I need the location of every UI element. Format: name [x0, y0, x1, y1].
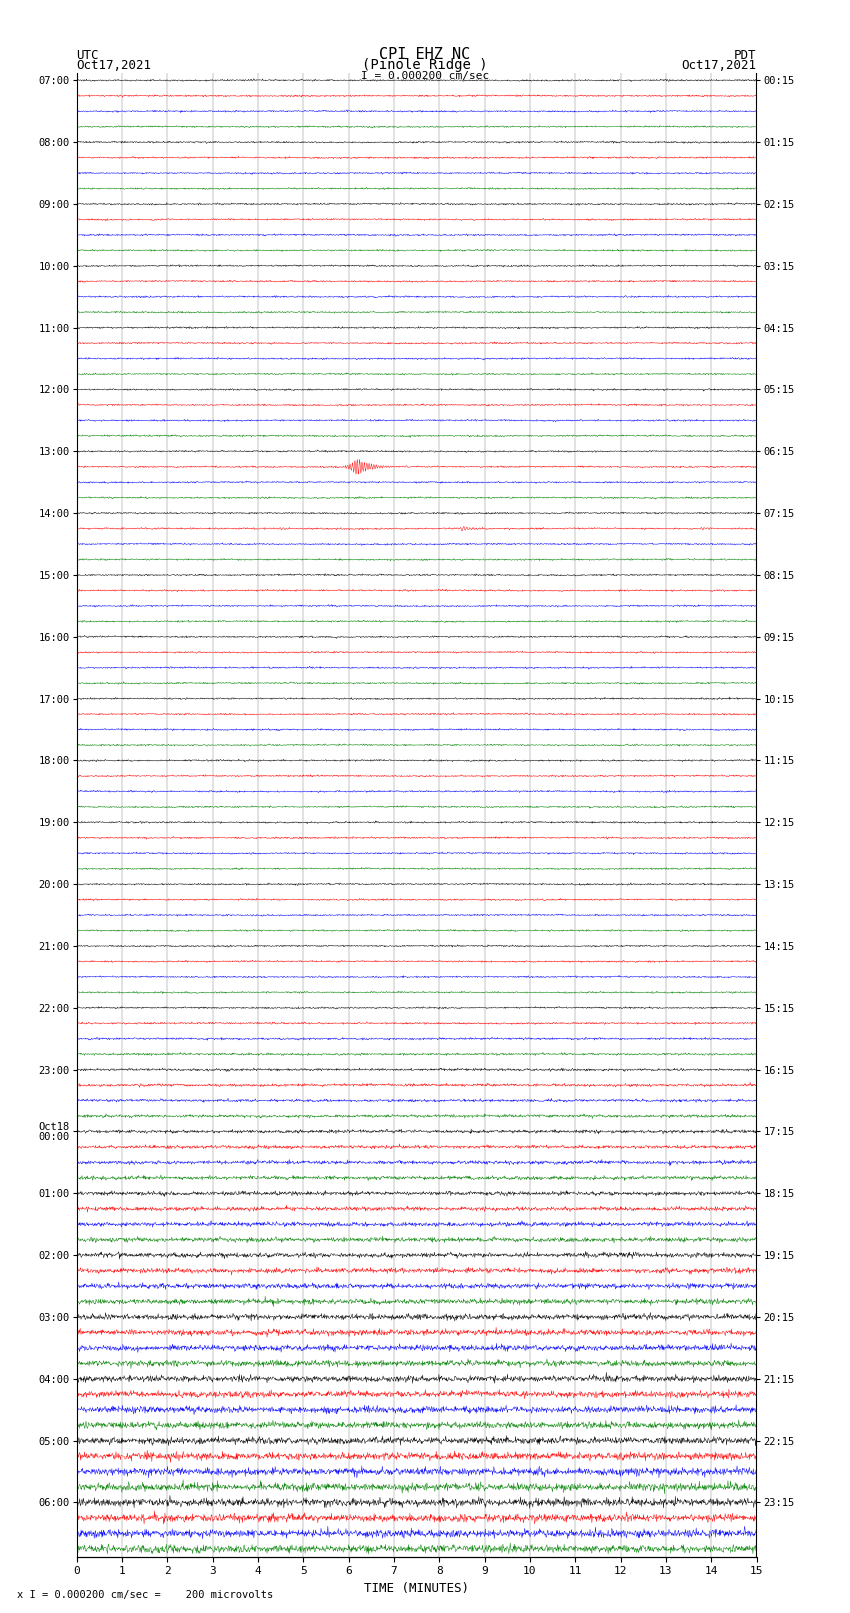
Text: PDT: PDT [734, 48, 756, 63]
Text: Oct17,2021: Oct17,2021 [682, 58, 756, 71]
Text: UTC: UTC [76, 48, 99, 63]
Text: Oct17,2021: Oct17,2021 [76, 58, 151, 71]
Text: x I = 0.000200 cm/sec =    200 microvolts: x I = 0.000200 cm/sec = 200 microvolts [17, 1590, 273, 1600]
Text: (Pinole Ridge ): (Pinole Ridge ) [362, 58, 488, 71]
X-axis label: TIME (MINUTES): TIME (MINUTES) [364, 1582, 469, 1595]
Text: CPI EHZ NC: CPI EHZ NC [379, 47, 471, 63]
Text: I = 0.000200 cm/sec: I = 0.000200 cm/sec [361, 71, 489, 81]
